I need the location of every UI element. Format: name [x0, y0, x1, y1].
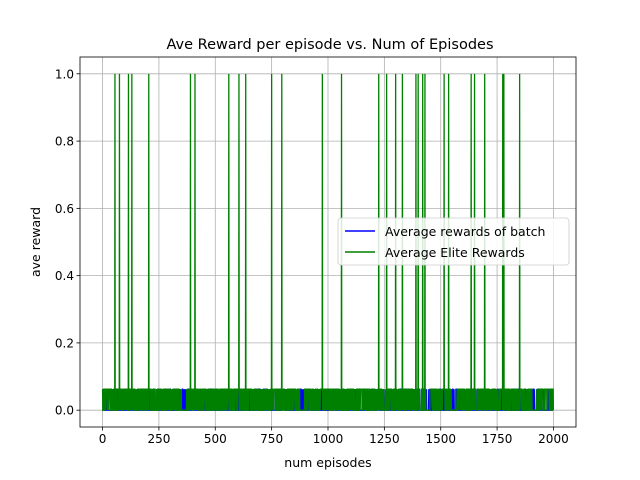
legend: Average rewards of batch Average Elite R…: [337, 217, 570, 266]
axis-ticks: 0 250 500 750 1000 1250 1500 1750 2000 0.0 0.2 0.4 0…: [55, 67, 569, 446]
legend-frame: [337, 217, 570, 266]
y-tick-label: 0.0: [55, 404, 74, 418]
legend-label-elite: Average Elite Rewards: [385, 245, 525, 260]
y-tick-label: 0.6: [55, 202, 74, 216]
x-tick-label: 250: [147, 432, 170, 446]
chart-title: Ave Reward per episode vs. Num of Episod…: [166, 37, 493, 53]
x-tick-label: 1500: [425, 432, 456, 446]
x-tick-label: 2000: [538, 432, 569, 446]
x-axis-label: num episodes: [284, 455, 371, 470]
x-tick-label: 1000: [313, 432, 344, 446]
legend-label-batch: Average rewards of batch: [385, 224, 545, 239]
y-tick-label: 0.2: [55, 336, 74, 350]
x-tick-label: 1250: [369, 432, 400, 446]
plot-area: [101, 73, 554, 411]
y-tick-label: 1.0: [55, 67, 74, 81]
y-axis-label: ave reward: [28, 207, 43, 277]
x-tick-label: 1750: [482, 432, 513, 446]
y-tick-label: 0.4: [55, 269, 74, 283]
x-tick-label: 0: [99, 432, 107, 446]
x-tick-label: 750: [260, 432, 283, 446]
y-tick-label: 0.8: [55, 135, 74, 149]
x-tick-label: 500: [204, 432, 227, 446]
series-line-elite-average: [101, 73, 554, 411]
